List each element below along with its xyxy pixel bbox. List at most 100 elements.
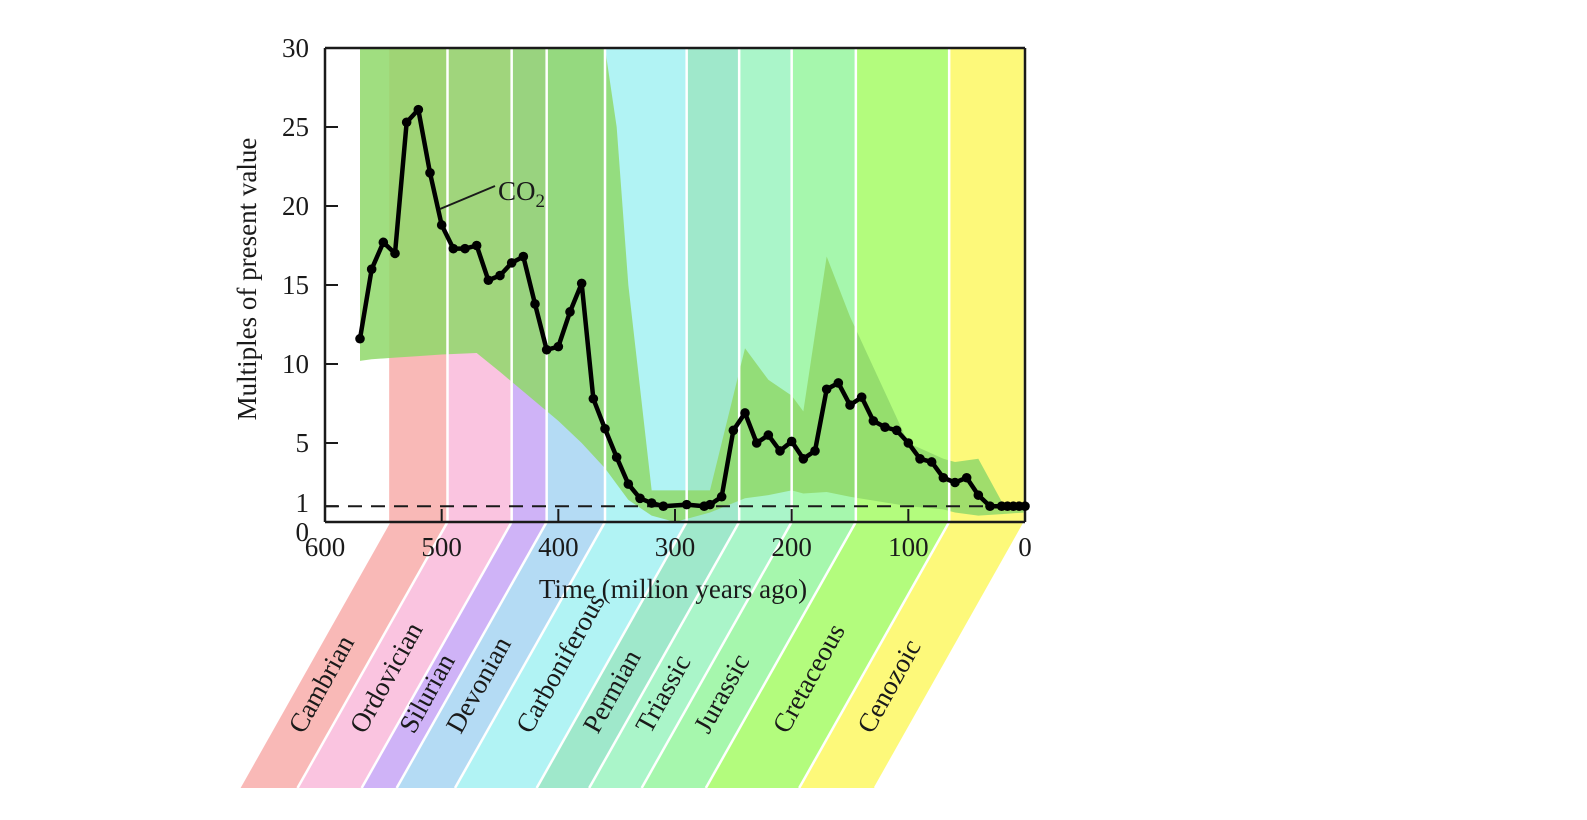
period-slant-cenozoic: [799, 522, 1025, 788]
co2-data-point: [646, 498, 657, 508]
period-slant-carboniferous: [455, 522, 687, 788]
y-tick-label: 20: [282, 191, 309, 221]
co2-data-point: [390, 248, 400, 259]
co2-data-point: [961, 472, 972, 483]
co2-data-point: [915, 454, 925, 464]
x-tick-label: 400: [538, 532, 579, 562]
co2-data-point: [355, 333, 365, 344]
co2-data-point: [903, 438, 914, 448]
co2-data-point: [530, 299, 540, 309]
co2-data-point: [775, 446, 785, 456]
co2-data-point: [611, 452, 622, 463]
co2-data-point: [821, 384, 832, 395]
co2-data-point: [401, 117, 412, 128]
x-tick-label: 200: [771, 532, 812, 562]
period-slant-divider: [588, 521, 741, 789]
co2-data-point: [588, 393, 599, 404]
co2-data-point: [506, 258, 517, 268]
co2-data-point: [413, 104, 424, 115]
co2-data-point: [635, 493, 645, 504]
x-tick-label: 100: [888, 532, 929, 562]
co2-data-point: [483, 275, 494, 286]
co2-data-point: [541, 344, 552, 355]
axes: [323, 46, 1027, 524]
co2-data-point: [448, 243, 459, 254]
y-tick-label: 5: [296, 428, 310, 458]
co2-data-point: [495, 270, 505, 281]
co2-data-point: [751, 438, 762, 448]
co2-data-point: [716, 491, 727, 502]
period-slant-divider: [360, 521, 513, 789]
x-tick-label: 600: [305, 532, 346, 562]
co2-data-point: [425, 168, 435, 178]
co2-data-point: [985, 501, 995, 512]
co2-data-point: [973, 490, 984, 500]
y-tick-label: 30: [282, 33, 309, 63]
period-slant-jurassic: [641, 522, 856, 788]
co2-data-point: [786, 436, 797, 447]
co2-data-point: [763, 430, 774, 440]
uncertainty-band-area: [360, 48, 1025, 522]
co2-data-point: [728, 425, 739, 436]
period-slant-cretaceous: [705, 522, 950, 788]
co2-data-point: [576, 278, 587, 289]
co2-data-point: [681, 499, 692, 510]
co2-annotation-label: CO2: [498, 176, 545, 212]
co2-annotation-leader: [439, 185, 496, 210]
y-tick-label: 15: [282, 270, 309, 300]
period-slant-divider: [798, 521, 951, 789]
co2-label-main: CO: [498, 176, 536, 206]
co2-data-point: [378, 237, 389, 248]
co2-data-point: [1020, 501, 1030, 512]
x-tick-label: 0: [1018, 532, 1032, 562]
co2-label-subscript: 2: [536, 191, 546, 212]
x-tick-label: 300: [655, 532, 696, 562]
period-slant-divider: [296, 521, 449, 789]
y-axis-title: Multiples of present value: [232, 138, 262, 421]
co2-data-point: [705, 499, 715, 510]
co2-data-point: [436, 220, 447, 230]
co2-data-point: [366, 264, 377, 275]
co2-data-point: [565, 307, 575, 317]
y-tick-label: 25: [282, 112, 309, 142]
co2-data-point: [950, 477, 960, 488]
co2-data-point: [623, 479, 634, 489]
co2-data-point: [460, 243, 470, 254]
co2-data-point: [471, 240, 482, 251]
period-slant-divider: [535, 521, 688, 789]
period-band-cenozoic: [949, 48, 1025, 522]
y-tick-label: 10: [282, 349, 309, 379]
period-slanted-legend: [239, 522, 1025, 788]
uncertainty-band: [360, 48, 1025, 522]
co2-data-point: [845, 400, 855, 410]
y-tick-label: 1: [296, 488, 310, 518]
co2-data-point: [518, 251, 529, 262]
co2-data-point: [658, 501, 669, 512]
period-slant-silurian: [361, 522, 547, 788]
co2-data-point: [880, 422, 890, 433]
period-slant-devonian: [396, 522, 605, 788]
co2-data-point: [868, 416, 879, 426]
y-tick-label: 0: [296, 517, 310, 547]
co2-data-point: [798, 454, 809, 464]
period-slant-ordovician: [297, 522, 512, 788]
co2-data-point: [856, 392, 867, 402]
period-slant-divider: [395, 521, 548, 789]
co2-data-point: [740, 408, 750, 418]
co2-data-point: [891, 425, 902, 436]
period-slant-triassic: [589, 522, 792, 788]
co2-data-point: [810, 446, 820, 456]
series-co2: [355, 104, 1030, 512]
co2-data-point: [926, 457, 937, 467]
annotations: CO2: [439, 176, 545, 212]
x-axis-title: Time (million years ago): [539, 574, 807, 604]
period-slant-divider: [453, 521, 607, 789]
co2-data-point: [833, 378, 844, 388]
co2-data-point: [600, 423, 610, 434]
period-slant-divider: [873, 521, 1027, 789]
co2-data-point: [938, 472, 949, 483]
period-slant-cambrian: [239, 522, 448, 788]
period-slant-divider: [238, 521, 391, 789]
